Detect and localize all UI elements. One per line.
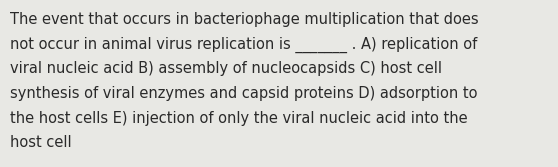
- Text: The event that occurs in bacteriophage multiplication that does: The event that occurs in bacteriophage m…: [10, 12, 479, 27]
- Text: host cell: host cell: [10, 135, 71, 150]
- Text: synthesis of viral enzymes and capsid proteins D) adsorption to: synthesis of viral enzymes and capsid pr…: [10, 86, 478, 101]
- Text: viral nucleic acid B) assembly of nucleocapsids C) host cell: viral nucleic acid B) assembly of nucleo…: [10, 61, 442, 76]
- Text: not occur in animal virus replication is _______ . A) replication of: not occur in animal virus replication is…: [10, 36, 477, 53]
- Text: the host cells E) injection of only the viral nucleic acid into the: the host cells E) injection of only the …: [10, 111, 468, 126]
